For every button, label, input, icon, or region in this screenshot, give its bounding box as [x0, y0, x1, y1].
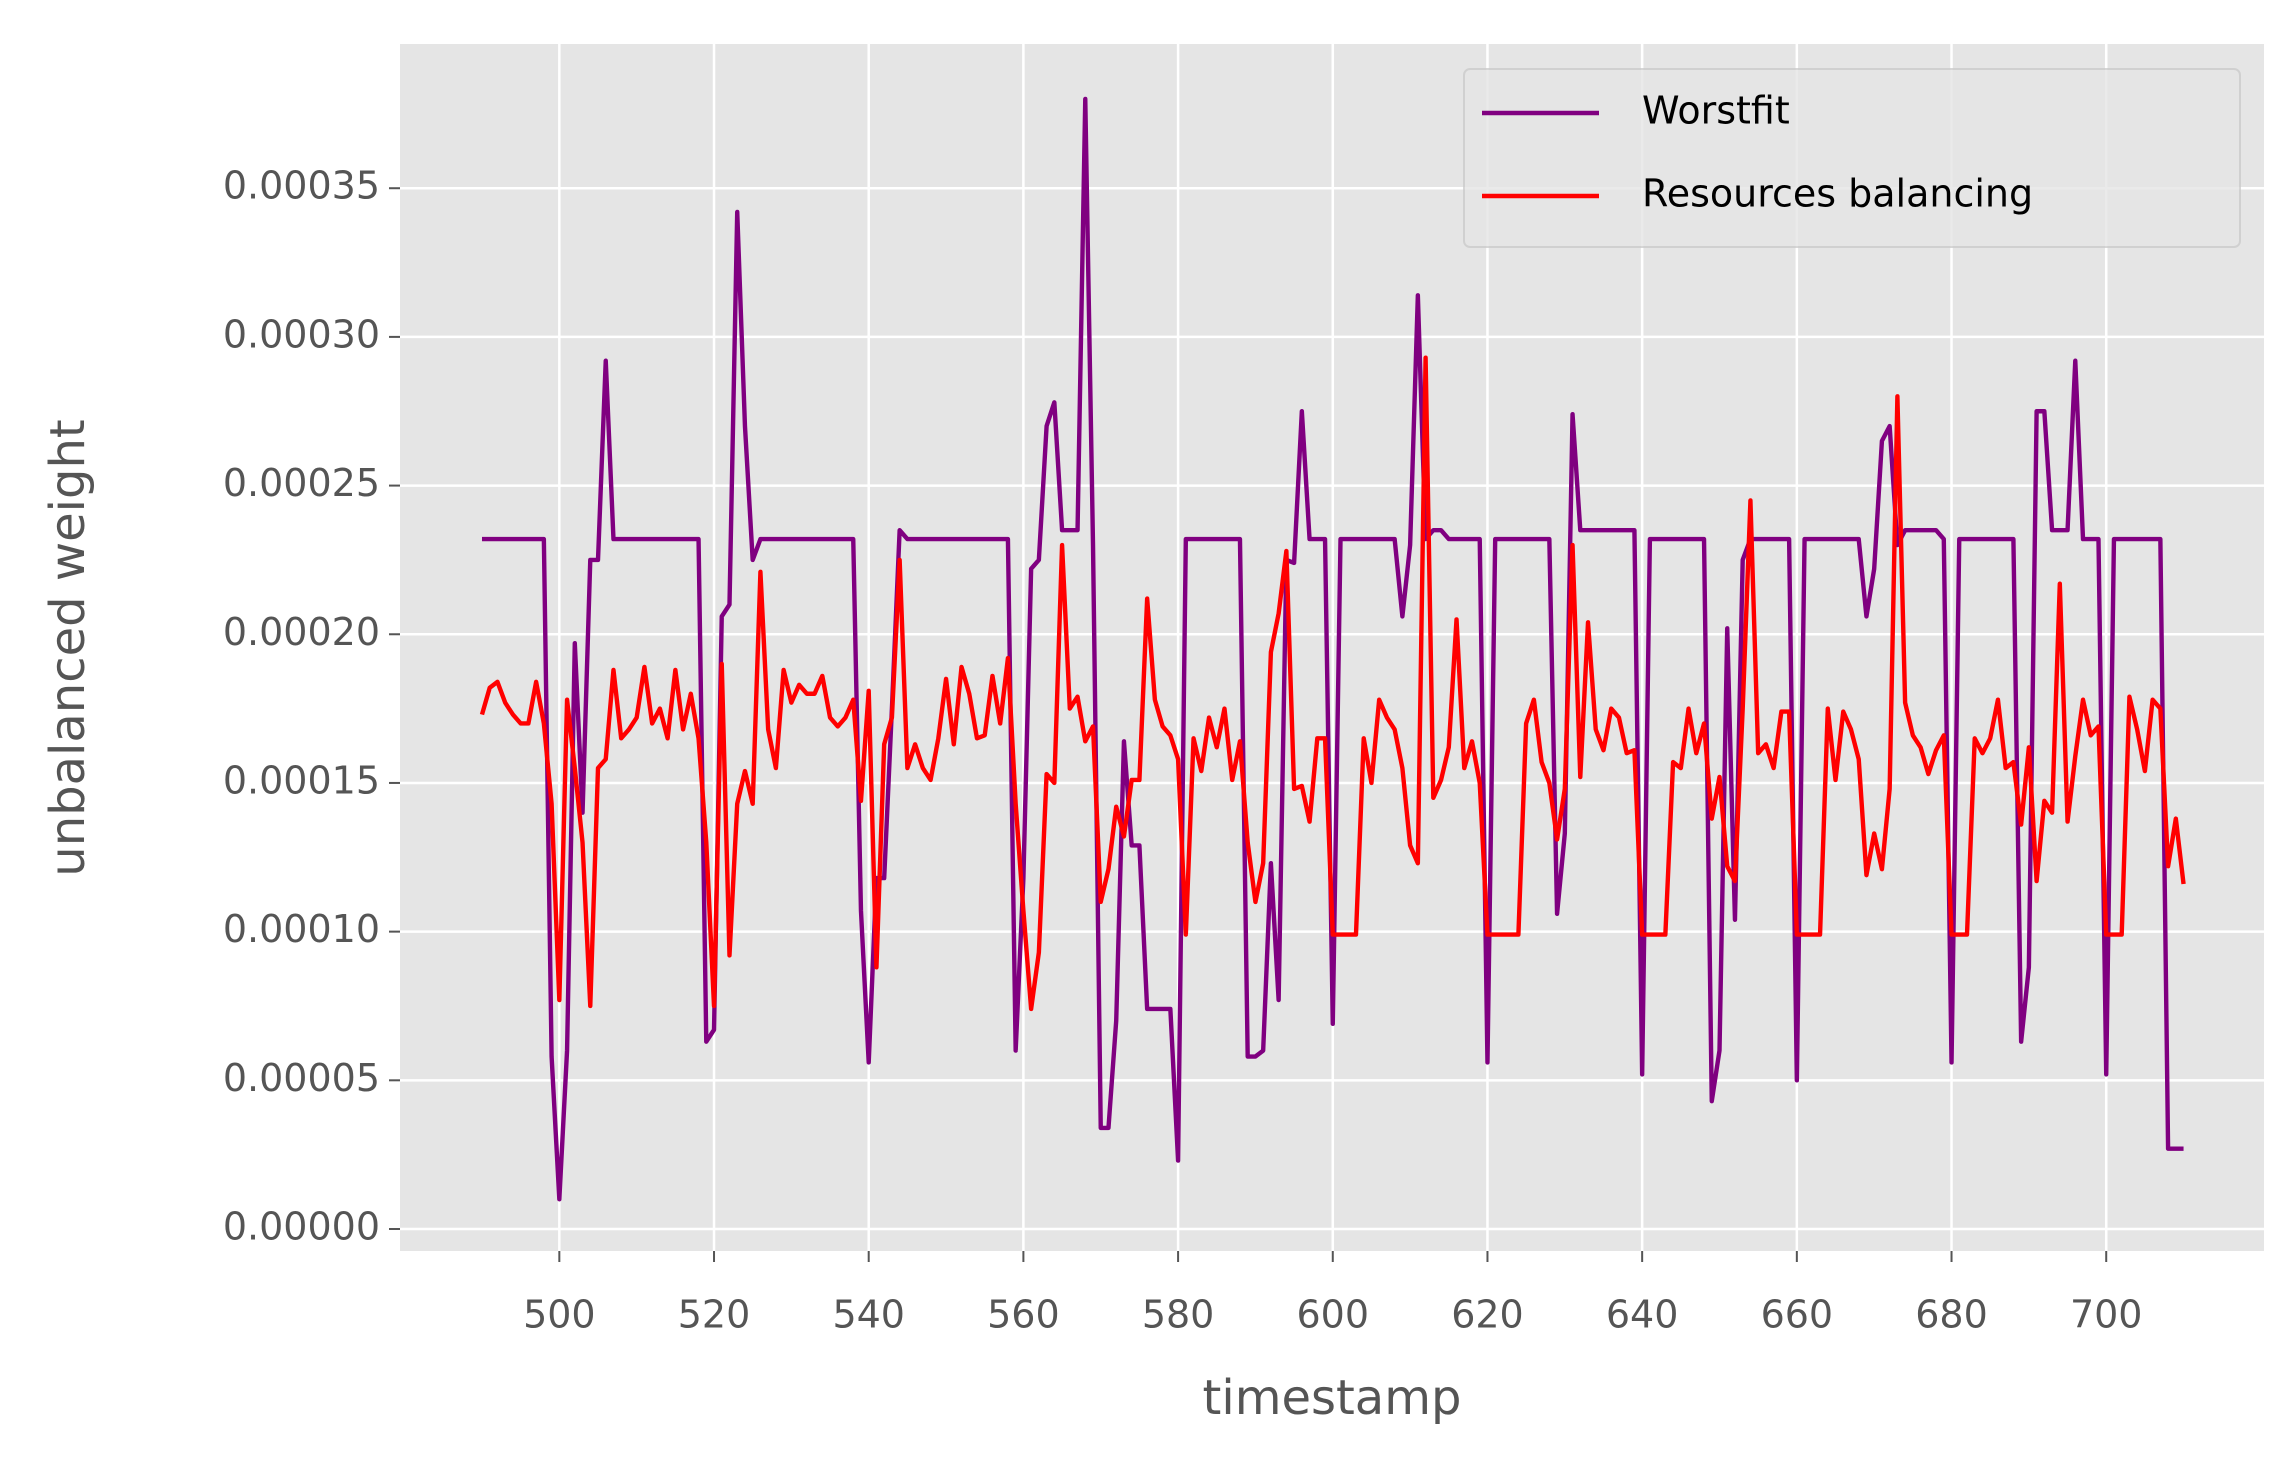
- x-tick-label: 600: [1297, 1293, 1370, 1337]
- x-axis-label: timestamp: [1203, 1370, 1462, 1426]
- x-tick-label: 500: [523, 1293, 596, 1337]
- y-tick-label: 0.00025: [223, 461, 380, 505]
- y-tick-label: 0.00010: [223, 907, 380, 951]
- y-axis-label: unbalanced weight: [40, 419, 96, 876]
- x-tick-label: 660: [1761, 1293, 1834, 1337]
- x-tick-label: 520: [678, 1293, 751, 1337]
- y-tick-label: 0.00015: [223, 758, 380, 802]
- y-tick-label: 0.00020: [223, 610, 380, 654]
- x-tick-label: 620: [1451, 1293, 1524, 1337]
- y-tick-label: 0.00035: [223, 164, 380, 208]
- y-tick-label: 0.00030: [223, 312, 380, 356]
- x-tick-label: 560: [987, 1293, 1060, 1337]
- legend-box: [1463, 68, 2241, 248]
- legend-label: Resources balancing: [1642, 172, 2033, 216]
- x-tick-label: 700: [2070, 1293, 2143, 1337]
- x-tick-label: 540: [832, 1293, 905, 1337]
- x-tick-label: 580: [1142, 1293, 1215, 1337]
- legend-label: Worstfit: [1642, 89, 1790, 133]
- series-line: [479, 355, 2186, 1012]
- y-tick-label: 0.00005: [223, 1056, 380, 1100]
- y-tick-label: 0.00000: [223, 1204, 380, 1248]
- x-tick-label: 640: [1606, 1293, 1679, 1337]
- x-tick-label: 680: [1915, 1293, 1988, 1337]
